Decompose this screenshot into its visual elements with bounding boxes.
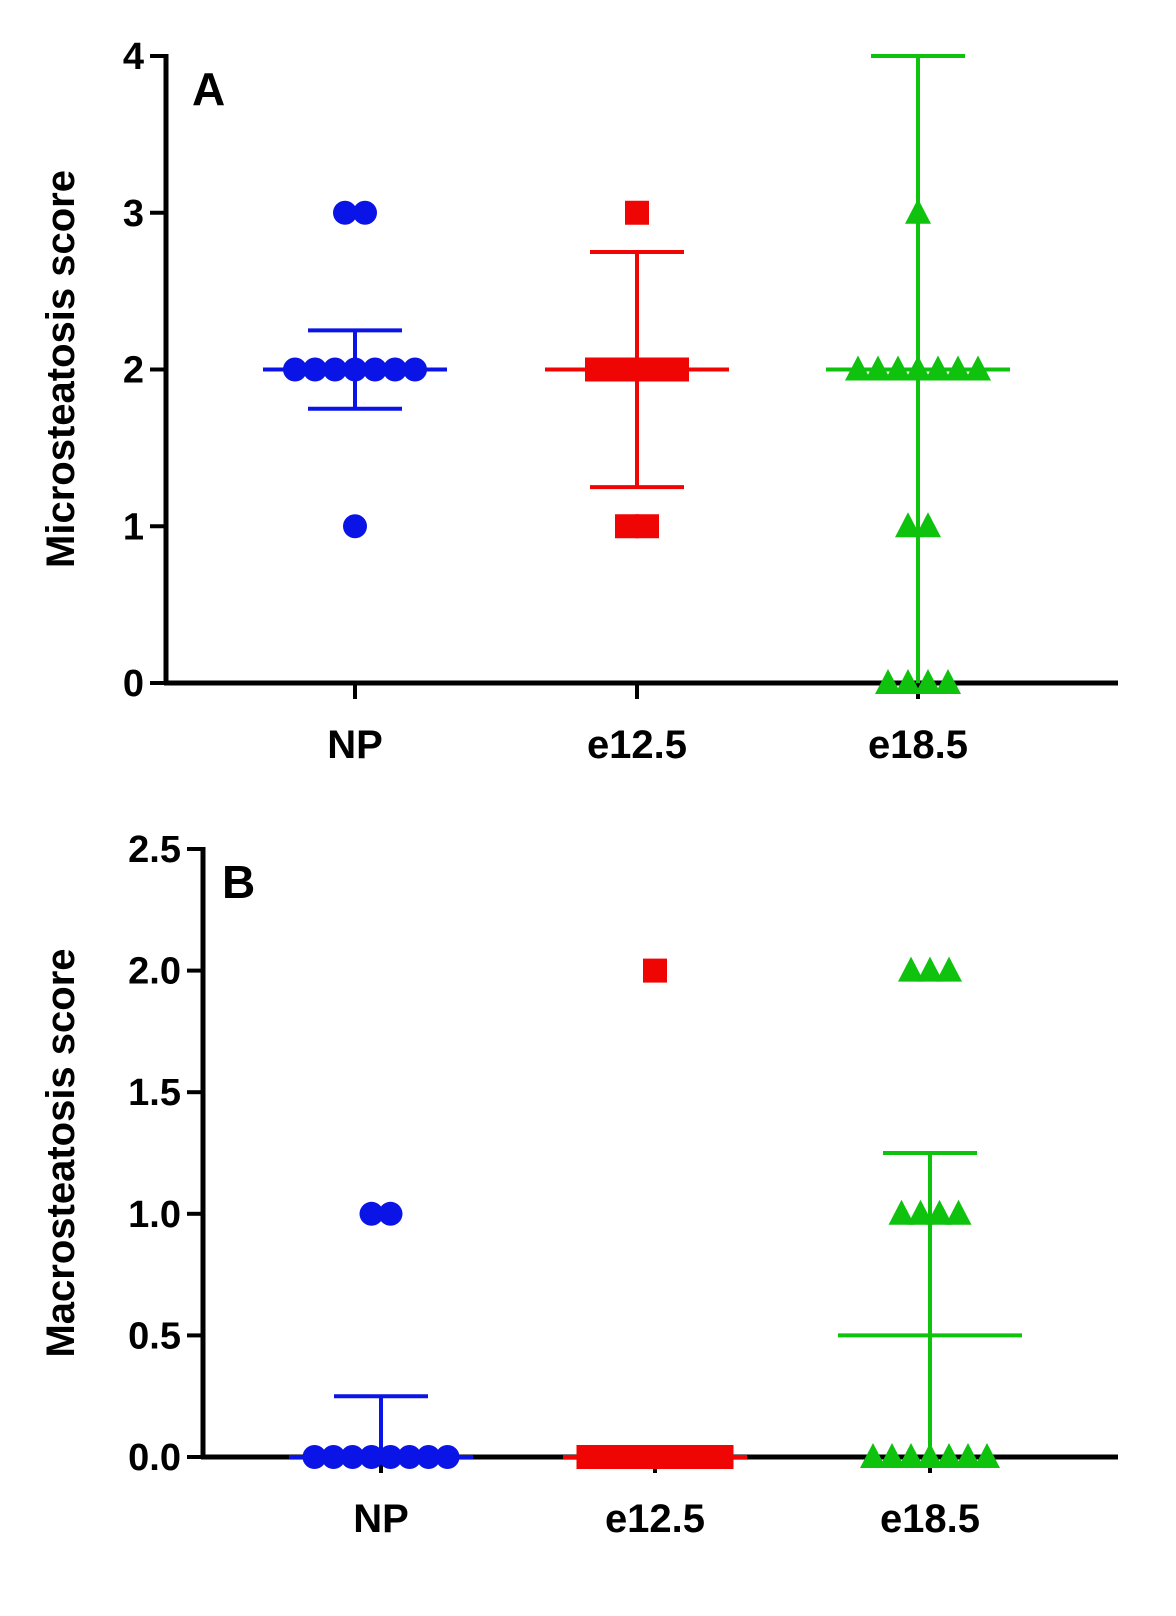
data-point bbox=[917, 1443, 943, 1468]
data-point bbox=[625, 200, 649, 225]
data-point bbox=[879, 1443, 905, 1468]
series-e18.5 bbox=[838, 956, 1022, 1468]
data-point bbox=[936, 956, 962, 982]
data-point bbox=[917, 956, 943, 982]
x-tick-label: e18.5 bbox=[880, 1497, 980, 1541]
y-tick-label: 1.5 bbox=[128, 1072, 181, 1114]
data-point bbox=[905, 355, 931, 381]
y-tick-label: 2 bbox=[123, 350, 144, 392]
y-tick-label: 2.0 bbox=[128, 951, 181, 993]
y-axis-title: Macrosteatosis score bbox=[39, 948, 83, 1357]
data-point bbox=[925, 355, 951, 381]
data-point bbox=[905, 198, 931, 224]
data-point bbox=[340, 1445, 365, 1469]
data-point bbox=[926, 1199, 953, 1225]
data-point bbox=[283, 357, 307, 382]
series-e12.5 bbox=[563, 958, 747, 1469]
data-point bbox=[303, 357, 327, 382]
data-point bbox=[643, 958, 667, 983]
y-axis-title: Microsteatosis score bbox=[39, 170, 83, 568]
data-point bbox=[898, 1443, 924, 1468]
data-point bbox=[885, 355, 911, 381]
y-tick-label: 0.5 bbox=[128, 1315, 181, 1357]
data-point bbox=[416, 1445, 441, 1469]
data-point bbox=[915, 669, 941, 694]
y-tick-label: 1 bbox=[123, 506, 144, 548]
data-point bbox=[965, 355, 991, 381]
data-point bbox=[915, 512, 941, 538]
data-point bbox=[397, 1445, 422, 1469]
data-point bbox=[865, 355, 891, 381]
x-tick-label: e18.5 bbox=[868, 723, 968, 767]
series-NP bbox=[289, 1201, 473, 1469]
y-tick-label: 3 bbox=[123, 193, 144, 235]
data-point bbox=[323, 357, 347, 382]
data-point bbox=[378, 1201, 403, 1226]
data-point bbox=[383, 357, 407, 382]
series-e18.5 bbox=[826, 54, 1010, 694]
data-point bbox=[363, 357, 387, 382]
x-tick-label: e12.5 bbox=[587, 723, 687, 767]
data-point bbox=[898, 956, 924, 982]
x-tick-label: NP bbox=[327, 723, 383, 767]
data-point bbox=[945, 355, 971, 381]
data-point bbox=[359, 1201, 384, 1226]
data-point bbox=[888, 1199, 915, 1225]
x-tick-label: NP bbox=[353, 1497, 409, 1541]
data-point bbox=[359, 1445, 384, 1469]
data-point bbox=[955, 1443, 981, 1468]
data-point bbox=[875, 669, 901, 694]
data-point bbox=[343, 357, 367, 382]
data-point bbox=[974, 1443, 1000, 1468]
panel-a: 0 1 2 3 4 NP e12.5 e18.5 Microsteatosis score A bbox=[39, 36, 1118, 767]
data-point bbox=[403, 357, 427, 382]
data-point bbox=[378, 1445, 403, 1469]
data-point bbox=[353, 200, 377, 225]
data-point bbox=[302, 1445, 327, 1469]
series-e12.5 bbox=[545, 200, 729, 539]
series-NP bbox=[263, 200, 447, 539]
data-point bbox=[635, 514, 659, 539]
data-point bbox=[945, 1199, 972, 1225]
panel-b: 0.0 0.5 1.0 1.5 2.0 2.5 NP e12.5 e18.5 Macrosteat… bbox=[39, 829, 1118, 1541]
x-tick-label: e12.5 bbox=[605, 1497, 705, 1541]
data-point bbox=[321, 1445, 346, 1469]
y-tick-label: 0 bbox=[123, 663, 144, 705]
data-point bbox=[665, 357, 689, 382]
data-point bbox=[907, 1199, 934, 1225]
data-point bbox=[895, 512, 921, 538]
y-tick-label: 1.0 bbox=[128, 1194, 181, 1236]
panel-label: A bbox=[192, 63, 225, 115]
data-point bbox=[333, 200, 357, 225]
data-point bbox=[343, 514, 367, 539]
data-point bbox=[435, 1445, 460, 1469]
data-point bbox=[845, 355, 871, 381]
y-tick-label: 0.0 bbox=[128, 1437, 181, 1479]
data-point bbox=[936, 1443, 962, 1468]
data-point bbox=[709, 1445, 734, 1469]
data-point bbox=[895, 669, 921, 694]
data-point bbox=[935, 669, 961, 694]
data-point bbox=[860, 1443, 886, 1468]
panel-label: B bbox=[222, 856, 255, 908]
y-tick-label: 2.5 bbox=[128, 829, 181, 871]
y-tick-label: 4 bbox=[123, 36, 144, 78]
